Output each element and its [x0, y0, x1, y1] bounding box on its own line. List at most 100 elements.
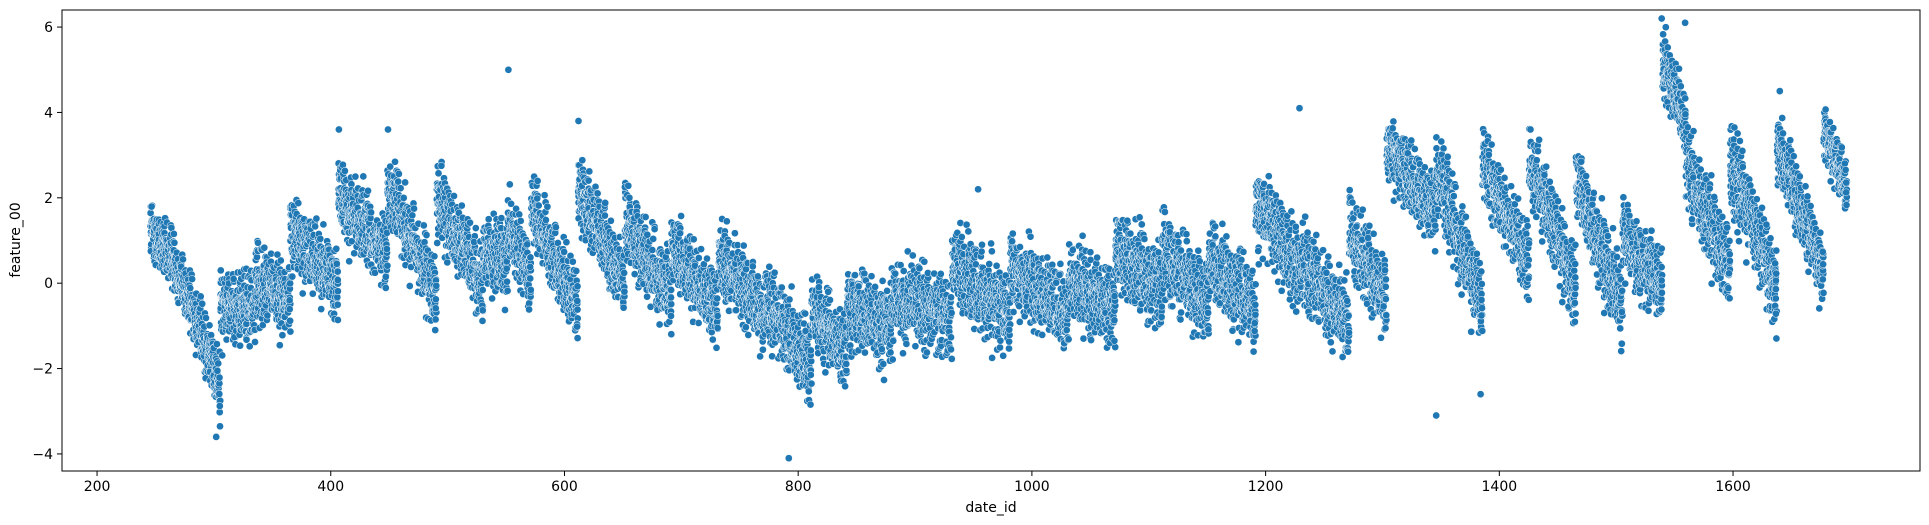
data-point [542, 216, 550, 224]
data-point [285, 296, 294, 305]
data-point [641, 213, 650, 221]
data-point [312, 214, 321, 223]
data-point [202, 314, 210, 322]
data-point [601, 199, 610, 207]
data-point [317, 305, 326, 313]
data-point [744, 331, 753, 339]
data-point [405, 282, 414, 290]
data-point [667, 312, 675, 320]
data-point [408, 211, 417, 220]
data-point [573, 282, 582, 291]
data-point [332, 259, 341, 268]
data-point [754, 272, 762, 281]
data-point [419, 221, 428, 230]
data-point [422, 231, 431, 239]
data-point [533, 194, 542, 203]
data-point [478, 317, 487, 325]
data-points [146, 14, 1851, 463]
data-point [759, 345, 767, 354]
data-point [276, 256, 285, 265]
data-point [367, 208, 375, 217]
data-point [572, 267, 581, 275]
data-point [251, 338, 259, 346]
data-point [505, 180, 514, 189]
data-point [620, 287, 629, 296]
data-point [394, 177, 403, 186]
data-point [431, 295, 440, 304]
data-point [213, 366, 222, 375]
data-point [573, 322, 581, 331]
data-point [215, 390, 224, 398]
data-point [648, 246, 657, 254]
data-point [694, 254, 703, 262]
data-point [643, 292, 651, 301]
data-point [501, 306, 509, 314]
data-point [431, 304, 440, 313]
data-point [787, 282, 796, 291]
data-point [770, 268, 779, 277]
data-point [286, 327, 295, 336]
data-point [739, 241, 748, 250]
data-point [525, 305, 533, 314]
data-point [278, 331, 287, 340]
data-point [689, 235, 698, 244]
data-point [179, 255, 187, 264]
data-point [334, 287, 342, 296]
data-point [286, 316, 294, 325]
data-point [625, 193, 634, 202]
data-point [188, 275, 196, 283]
data-point [607, 216, 615, 225]
data-point [601, 211, 609, 220]
data-point [288, 272, 297, 281]
data-point [650, 225, 659, 233]
data-point [697, 245, 705, 253]
data-point [533, 177, 542, 185]
data-point [503, 286, 512, 295]
data-point [381, 284, 390, 292]
data-point [333, 267, 342, 276]
data-point [526, 274, 535, 283]
data-point [213, 340, 221, 348]
data-point [655, 320, 664, 329]
data-point [383, 261, 392, 270]
data-point [573, 305, 582, 314]
data-point [619, 303, 628, 312]
data-point [450, 192, 458, 200]
data-point [562, 238, 571, 247]
data-point [573, 297, 582, 305]
data-point [466, 218, 474, 227]
data-point [383, 245, 391, 253]
data-point [216, 266, 225, 275]
data-point [316, 234, 325, 243]
data-point [229, 275, 238, 283]
data-point [667, 300, 676, 308]
data-point [765, 262, 774, 271]
data-point [731, 229, 739, 238]
data-point [756, 352, 764, 361]
data-point [478, 306, 487, 315]
data-point [471, 224, 480, 232]
data-point [359, 172, 368, 181]
data-point [391, 157, 399, 166]
data-point [713, 294, 722, 303]
data-point [267, 249, 275, 258]
data-point [573, 334, 582, 342]
data-point [667, 293, 675, 302]
data-point [420, 238, 429, 247]
data-point [502, 264, 511, 273]
data-point [437, 161, 446, 170]
data-point [552, 223, 560, 232]
data-point [568, 257, 577, 266]
data-point [732, 306, 740, 315]
data-point [534, 201, 543, 210]
data-point [708, 335, 717, 344]
data-point [334, 316, 342, 324]
data-point [503, 277, 511, 286]
data-point [341, 167, 349, 175]
data-point [584, 176, 593, 185]
data-point [742, 323, 750, 332]
data-point [170, 238, 179, 247]
data-point [488, 294, 496, 303]
data-point [170, 230, 178, 238]
